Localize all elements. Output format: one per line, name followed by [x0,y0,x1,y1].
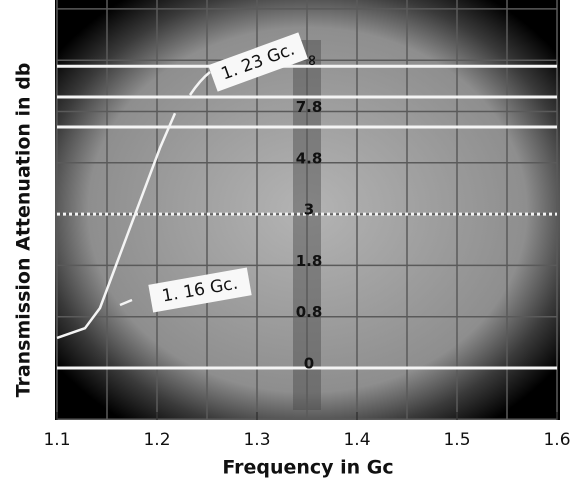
x-tick-label: 1.6 [543,430,570,450]
y-tick-label: 0.8 [296,303,323,321]
x-tick-label: 1.3 [243,430,270,450]
response-curve [56,112,177,340]
y-axis-label: Transmission Attenuation in db [13,63,35,398]
leader [188,71,211,96]
annotation-bg [208,32,308,92]
y-tick-label: 3 [304,201,314,219]
x-tick-label: 1.4 [343,430,370,450]
top-label: ∞ [304,54,322,66]
x-tick-label: 1.1 [43,430,70,450]
x-axis-label: Frequency in Gc [222,457,393,479]
x-tick-label: 1.5 [443,430,470,450]
annotation-bg [148,267,252,313]
y-tick-label: 1.8 [296,252,323,270]
y-tick-label: 4.8 [296,149,323,167]
leader [119,298,133,307]
y-tick-label: 0 [304,355,314,373]
x-tick-label: 1.2 [143,430,170,450]
y-tick-label: 7.8 [296,98,323,116]
